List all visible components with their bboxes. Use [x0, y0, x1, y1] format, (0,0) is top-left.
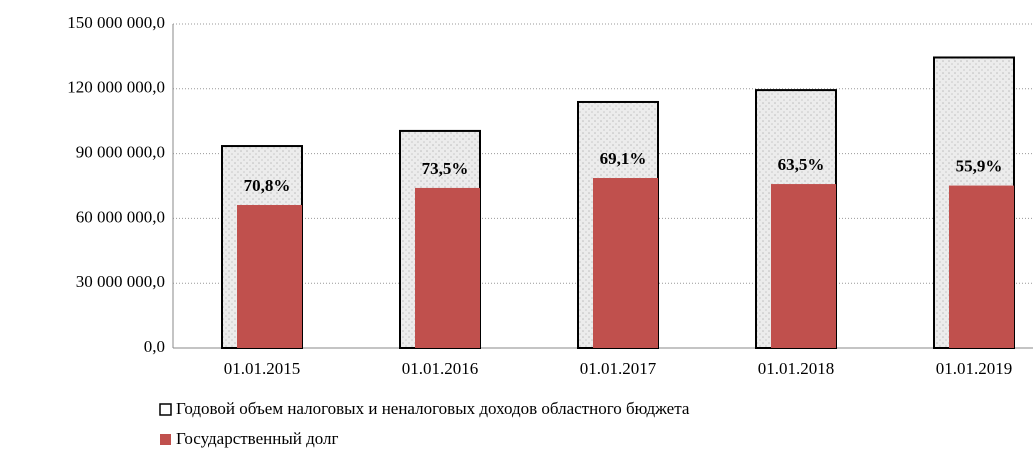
- y-tick-label: 90 000 000,0: [76, 143, 165, 162]
- legend-label: Государственный долг: [176, 429, 339, 448]
- data-label: 73,5%: [422, 159, 469, 178]
- bar: [415, 187, 480, 348]
- legend-swatch: [159, 403, 172, 416]
- bar: [949, 185, 1014, 348]
- y-tick-label: 30 000 000,0: [76, 272, 165, 291]
- legend-label: Годовой объем налоговых и неналоговых до…: [176, 399, 690, 418]
- bar: [593, 178, 658, 348]
- bar: [237, 205, 302, 348]
- legend-swatch: [160, 434, 171, 445]
- x-tick-label: 01.01.2016: [402, 359, 479, 378]
- y-tick-label: 0,0: [144, 337, 165, 356]
- data-label: 70,8%: [244, 176, 291, 195]
- x-tick-label: 01.01.2018: [758, 359, 835, 378]
- data-label: 55,9%: [956, 156, 1003, 175]
- y-tick-label: 150 000 000,0: [67, 13, 165, 32]
- y-tick-label: 120 000 000,0: [67, 78, 165, 97]
- x-tick-label: 01.01.2019: [936, 359, 1013, 378]
- x-tick-label: 01.01.2017: [580, 359, 657, 378]
- bar: [771, 184, 836, 348]
- x-tick-label: 01.01.2015: [224, 359, 301, 378]
- data-label: 69,1%: [600, 149, 647, 168]
- y-tick-label: 60 000 000,0: [76, 207, 165, 226]
- data-label: 63,5%: [778, 155, 825, 174]
